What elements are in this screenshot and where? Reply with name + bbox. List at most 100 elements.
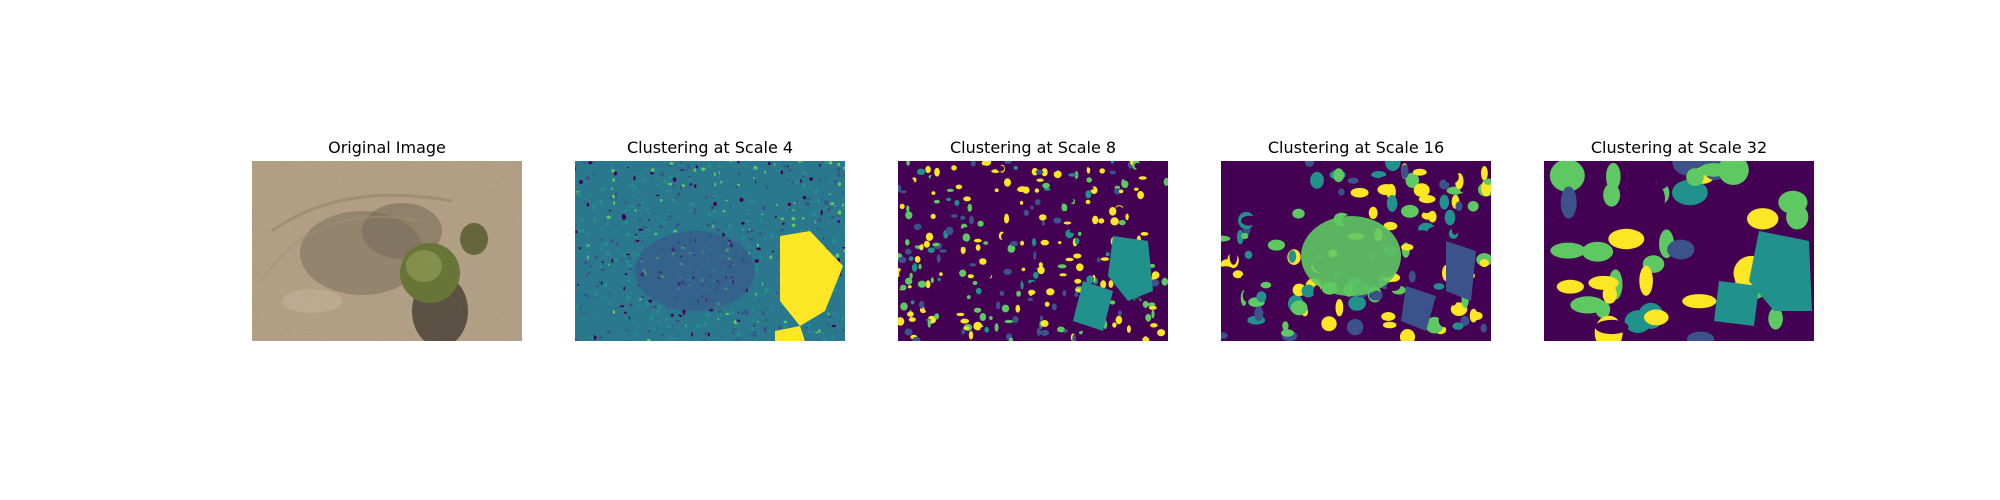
- cluster-region: [576, 193, 581, 196]
- cluster-region: [759, 219, 762, 223]
- cluster-region: [1148, 305, 1157, 310]
- cluster-region: [761, 311, 765, 316]
- cluster-region: [1004, 319, 1014, 324]
- cluster-region: [1225, 181, 1233, 190]
- cluster-region: [1667, 239, 1695, 260]
- cluster-region: [1482, 273, 1491, 291]
- cluster-region: [835, 331, 839, 334]
- cluster-region: [1074, 323, 1084, 332]
- cluster-region: [919, 300, 925, 309]
- cluster-region: [751, 327, 754, 332]
- cluster-region: [1282, 321, 1289, 331]
- cluster-region: [624, 209, 629, 212]
- cluster-region: [1110, 217, 1119, 226]
- cluster-region: [756, 243, 759, 248]
- cluster-region: [978, 229, 985, 238]
- cluster-region: [1074, 292, 1079, 298]
- cluster-region: [628, 257, 631, 261]
- cluster-region: [1026, 197, 1031, 205]
- cluster-region: [823, 161, 829, 165]
- cluster-region: [579, 180, 583, 184]
- cluster-region: [653, 305, 657, 310]
- cluster-region: [646, 338, 651, 341]
- cluster-region: [581, 250, 583, 254]
- cluster-region: [997, 201, 1002, 206]
- cluster-region: [594, 255, 599, 259]
- cluster-region: [769, 303, 773, 305]
- cluster-region: [614, 191, 618, 197]
- cluster-region: [820, 211, 823, 216]
- cluster-region: [1686, 331, 1715, 341]
- cluster-region: [1016, 290, 1021, 297]
- cluster-region: [759, 255, 762, 260]
- cluster-region: [832, 238, 836, 243]
- cluster-region: [578, 229, 580, 234]
- cluster-region: [755, 292, 757, 296]
- panel-scale-32: Clustering at Scale 32: [1544, 135, 1814, 341]
- cluster-region: [1142, 337, 1150, 341]
- cluster-region: [821, 161, 824, 163]
- cluster-region: [837, 214, 840, 217]
- cluster-region: [668, 164, 673, 167]
- cluster-region: [1053, 217, 1062, 224]
- cluster-region: [608, 263, 610, 266]
- cluster-region: [966, 295, 971, 300]
- cluster-region: [1439, 161, 1456, 168]
- cluster-region: [994, 188, 999, 192]
- cluster-region: [1639, 265, 1653, 296]
- cluster-region: [719, 313, 723, 317]
- cluster-region: [672, 177, 677, 182]
- cluster-region: [731, 331, 735, 335]
- cluster-region: [1125, 213, 1129, 221]
- cluster-region: [593, 172, 595, 176]
- cluster-region: [595, 285, 599, 288]
- cluster-region: [786, 165, 789, 168]
- cluster-region: [979, 313, 987, 321]
- cluster-region: [770, 233, 774, 238]
- cluster-region: [919, 243, 924, 251]
- cluster-region: [656, 194, 660, 197]
- cluster-region: [837, 173, 841, 178]
- cluster-region: [814, 220, 816, 224]
- cluster-region: [750, 200, 754, 204]
- cluster-region: [831, 324, 836, 328]
- cluster-region: [1062, 310, 1071, 316]
- cluster-region: [942, 301, 950, 309]
- cluster-region: [599, 199, 603, 205]
- cluster-region: [600, 281, 603, 285]
- cluster-region: [907, 285, 912, 289]
- cluster-region: [1072, 334, 1077, 341]
- cluster-region: [976, 196, 981, 204]
- cluster-region: [611, 259, 614, 263]
- cluster-region: [791, 216, 796, 221]
- cluster-region: [908, 317, 916, 322]
- cluster-region: [752, 331, 757, 335]
- cluster-region: [937, 277, 941, 281]
- cluster-region: [650, 171, 654, 175]
- cluster-region: [774, 163, 776, 167]
- cluster-region: [1037, 266, 1045, 275]
- cluster-region: [672, 324, 674, 327]
- cluster-region: [765, 249, 768, 252]
- cluster-region: [842, 329, 845, 332]
- cluster-region: [1451, 224, 1459, 235]
- cluster-region: [1581, 241, 1614, 262]
- cluster-region: [765, 307, 769, 309]
- cluster-region: [707, 163, 712, 168]
- panel-original-image: Original Image: [252, 135, 522, 341]
- cluster-region: [900, 284, 907, 291]
- cluster-region: [1044, 187, 1051, 191]
- cluster-region: [911, 262, 918, 272]
- cluster-region: [1051, 265, 1058, 271]
- cluster-region: [669, 174, 672, 179]
- cluster-region: [591, 296, 594, 298]
- cluster-region: [582, 268, 584, 271]
- cluster-region: [1109, 300, 1116, 305]
- cluster-region: [1150, 279, 1160, 287]
- cluster-region: [753, 317, 755, 322]
- cluster-region: [1030, 281, 1036, 289]
- cluster-region: [764, 170, 767, 174]
- cluster-region: [670, 313, 674, 317]
- cluster-region: [996, 301, 1001, 310]
- cluster-region: [692, 211, 697, 215]
